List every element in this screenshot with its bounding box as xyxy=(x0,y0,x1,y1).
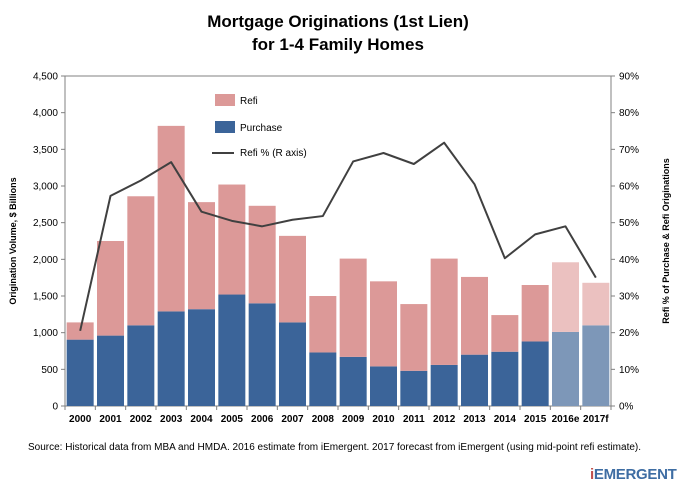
y2-tick-label: 40% xyxy=(619,255,639,266)
bar-refi-2003 xyxy=(157,125,185,312)
x-tick-label: 2013 xyxy=(463,414,486,425)
x-tick-label: 2000 xyxy=(69,414,92,425)
bar-purchase-2006 xyxy=(248,303,276,406)
y2-tick-label: 20% xyxy=(619,328,639,339)
bars-group xyxy=(66,125,610,406)
bar-refi-2012 xyxy=(430,258,458,365)
y2-tick-label: 70% xyxy=(619,145,639,156)
bar-purchase-2002 xyxy=(127,325,155,406)
bar-purchase-2016e xyxy=(552,331,579,406)
x-tick-label: 2002 xyxy=(130,414,153,425)
y-tick-label: 2,000 xyxy=(33,255,58,266)
bar-refi-2015 xyxy=(521,285,549,342)
chart-title-line1: Mortgage Originations (1st Lien) xyxy=(207,12,469,31)
bar-purchase-2009 xyxy=(339,356,367,406)
x-tick-label: 2010 xyxy=(372,414,395,425)
y2-tick-label: 0% xyxy=(619,402,634,413)
bar-purchase-2012 xyxy=(430,364,458,406)
legend: Refi Purchase Refi % (R axis) xyxy=(212,94,307,159)
bar-refi-2009 xyxy=(339,258,367,357)
bar-purchase-2010 xyxy=(370,366,397,406)
bar-refi-2013 xyxy=(461,276,488,355)
bar-refi-2001 xyxy=(97,241,124,336)
x-tick-label: 2004 xyxy=(190,414,213,425)
legend-label-purchase: Purchase xyxy=(240,123,283,134)
bar-refi-2006 xyxy=(248,205,276,304)
y2-axis-label: Refi % of Purchase & Refi Originations xyxy=(661,158,671,324)
y-axis-label: Origination Volume, $ Billions xyxy=(8,177,18,304)
x-tick-label: 2008 xyxy=(312,414,335,425)
legend-swatch-purchase xyxy=(215,121,235,133)
x-tick-label: 2014 xyxy=(494,414,517,425)
logo-rest: EMERGENT xyxy=(593,466,677,483)
x-tick-label: 2005 xyxy=(221,414,244,425)
x-tick-label: 2012 xyxy=(433,414,456,425)
bar-purchase-2003 xyxy=(157,311,185,406)
bar-refi-2004 xyxy=(188,202,215,310)
x-tick-label: 2009 xyxy=(342,414,365,425)
y-tick-label: 0 xyxy=(52,402,58,413)
x-tick-label: 2015 xyxy=(524,414,547,425)
y2-tick-label: 30% xyxy=(619,292,639,303)
chart-title-line2: for 1-4 Family Homes xyxy=(252,35,424,54)
bar-refi-2017f xyxy=(582,282,610,326)
axes-group: 0 500 1,000 1,500 2,000 2,500 3,000 3,500 4,000 4… xyxy=(33,72,639,426)
y-tick-label: 3,500 xyxy=(33,145,58,156)
bar-refi-2008 xyxy=(309,296,337,353)
bar-purchase-2013 xyxy=(461,354,488,406)
x-tick-label: 2003 xyxy=(160,414,183,425)
iemergent-logo: iEMERGENT xyxy=(590,466,677,483)
bar-purchase-2000 xyxy=(66,339,94,406)
y-tick-label: 2,500 xyxy=(33,218,58,229)
y2-tick-label: 10% xyxy=(619,365,639,376)
legend-label-refi: Refi xyxy=(240,96,258,107)
bar-refi-2014 xyxy=(491,315,519,352)
bar-refi-2000 xyxy=(66,322,94,340)
bar-purchase-2008 xyxy=(309,352,337,406)
logo-i: i xyxy=(590,466,594,483)
source-note: Source: Historical data from MBA and HMD… xyxy=(28,442,642,453)
bar-refi-2007 xyxy=(279,235,306,323)
bar-refi-2011 xyxy=(400,304,428,371)
bar-purchase-2004 xyxy=(188,309,215,406)
legend-swatch-refi xyxy=(215,94,235,106)
y2-tick-label: 80% xyxy=(619,108,639,119)
x-tick-label: 2007 xyxy=(281,414,304,425)
refi-line-group xyxy=(79,141,597,332)
x-tick-label: 2017f xyxy=(583,414,609,425)
x-tick-label: 2011 xyxy=(403,414,425,425)
bar-purchase-2001 xyxy=(97,335,124,406)
y-tick-label: 500 xyxy=(41,365,58,376)
y-tick-label: 4,500 xyxy=(33,72,58,83)
y2-tick-label: 50% xyxy=(619,218,639,229)
y-tick-label: 1,500 xyxy=(33,292,58,303)
x-tick-label: 2006 xyxy=(251,414,274,425)
bar-purchase-2017f xyxy=(582,325,610,406)
x-tick-label: 2016e xyxy=(552,414,580,425)
y-tick-label: 1,000 xyxy=(33,328,58,339)
bar-refi-2002 xyxy=(127,196,155,326)
x-tick-label: 2001 xyxy=(99,414,122,425)
bar-purchase-2005 xyxy=(218,294,246,406)
y2-tick-label: 60% xyxy=(619,182,639,193)
refi-pct-line xyxy=(79,141,597,332)
y-tick-label: 3,000 xyxy=(33,182,58,193)
y-tick-label: 4,000 xyxy=(33,108,58,119)
bar-refi-2016e xyxy=(552,262,579,332)
y2-tick-label: 90% xyxy=(619,72,639,83)
bar-purchase-2011 xyxy=(400,370,428,406)
bar-purchase-2014 xyxy=(491,351,519,406)
bar-purchase-2015 xyxy=(521,341,549,406)
bar-purchase-2007 xyxy=(279,322,306,406)
bar-refi-2005 xyxy=(218,184,246,295)
legend-label-line: Refi % (R axis) xyxy=(240,148,307,159)
bar-refi-2010 xyxy=(370,281,397,367)
